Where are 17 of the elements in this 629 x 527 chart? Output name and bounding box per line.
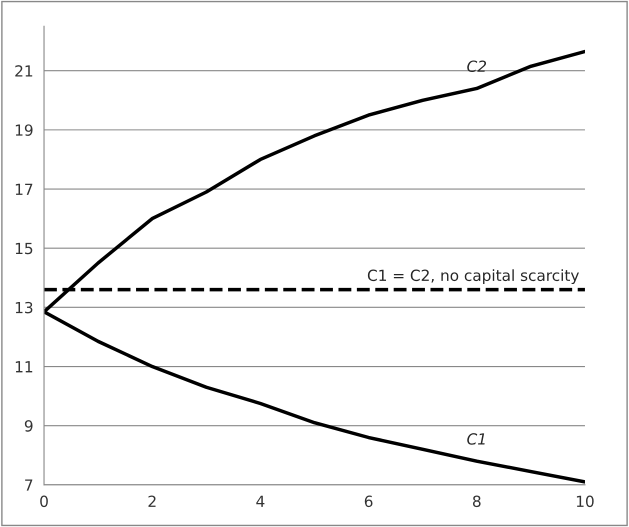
series-label: C1 — [467, 433, 485, 445]
ref-line-label: C1 = C2, no capital scarcity — [368, 269, 579, 284]
y-tick-label: 9 — [24, 420, 33, 432]
y-tick-label: 7 — [25, 480, 32, 491]
y-tick-label: 21 — [15, 65, 32, 77]
y-tick-label: 19 — [16, 124, 33, 136]
x-tick-label: 4 — [256, 496, 264, 507]
x-tick-label: 6 — [364, 496, 372, 508]
series-label: C2 — [467, 60, 486, 72]
x-tick-label: 8 — [472, 496, 481, 508]
y-tick-label: 11 — [16, 361, 32, 372]
x-tick-label: 10 — [576, 496, 594, 508]
y-tick-label: 17 — [16, 184, 32, 195]
x-tick-label: 2 — [148, 496, 156, 507]
y-tick-label: 15 — [16, 242, 32, 254]
x-tick-label: 0 — [40, 496, 48, 508]
y-tick-label: 13 — [16, 302, 32, 314]
